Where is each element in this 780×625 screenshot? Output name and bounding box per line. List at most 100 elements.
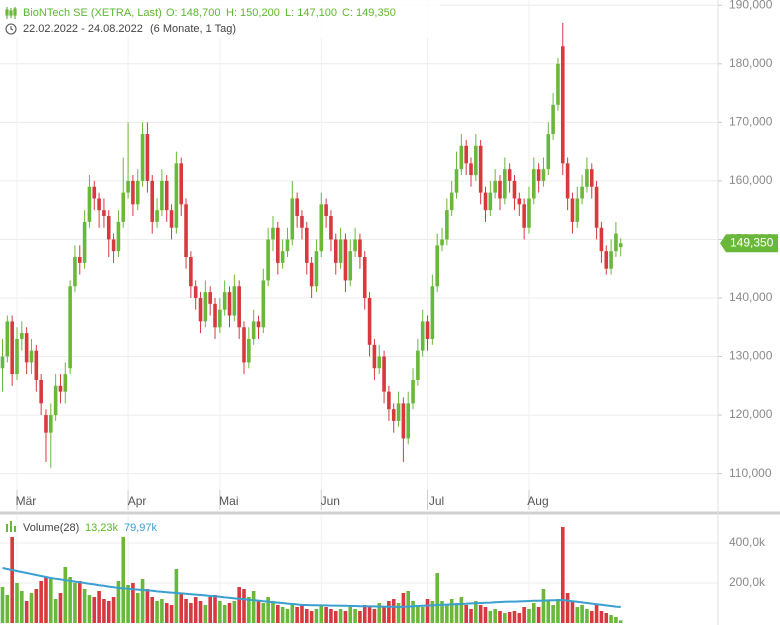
ohlc-label: H: 150,200 [226, 7, 280, 19]
candle-body [198, 297, 203, 322]
volume-bar [425, 599, 430, 623]
volume-bar [82, 589, 87, 623]
volume-bar [271, 601, 275, 623]
candle-body [532, 169, 536, 199]
candle-body [599, 227, 604, 252]
candle-body [498, 180, 502, 199]
volume-title: Volume(28) [23, 522, 79, 534]
candle-body [594, 186, 599, 228]
candle-body [0, 356, 5, 369]
candle-body [169, 210, 174, 228]
volume-bar [135, 593, 140, 623]
candle-body [242, 327, 246, 363]
candle-body [140, 134, 145, 181]
volume-bar [469, 609, 473, 623]
candle-body [295, 198, 299, 217]
candle-body [5, 321, 10, 357]
candle-body [396, 403, 401, 421]
candle-body [145, 134, 150, 181]
candle-body [589, 169, 594, 187]
volume-bar [174, 569, 179, 623]
candle-body [251, 321, 256, 339]
candle-body [121, 192, 126, 222]
candle-body [193, 286, 198, 298]
volume-bar [599, 611, 604, 623]
candle-body [218, 309, 222, 328]
volume-bar [348, 607, 353, 623]
volume-bar [77, 581, 82, 623]
candle-body [372, 344, 377, 369]
candle-body [551, 104, 555, 135]
volume-bar [213, 595, 217, 623]
volume-bar [454, 603, 459, 623]
volume-bar [589, 611, 594, 623]
volume-bar [575, 607, 580, 623]
candle-body [406, 403, 411, 439]
ohlc-label: L: 147,100 [285, 7, 337, 19]
volume-bar [435, 573, 439, 623]
volume-bar [551, 605, 555, 623]
volume-bar [565, 593, 570, 623]
y-tick-label: 130,000 [729, 349, 773, 363]
volume-ma-line [2, 567, 621, 609]
candle-body [237, 286, 241, 328]
candle-body [15, 338, 19, 375]
candle-body [609, 251, 613, 269]
candle-body [179, 163, 184, 205]
volume-bar [532, 603, 536, 623]
candle-body [541, 169, 546, 181]
volume-bar [126, 585, 130, 623]
candle-body [24, 333, 29, 363]
volume-bar [488, 611, 493, 623]
candle-body [126, 180, 130, 193]
volume-bar [478, 605, 483, 623]
candle-body [160, 180, 164, 211]
candle-body [304, 227, 309, 263]
volume-bar [343, 611, 348, 623]
volume-bar [58, 593, 63, 623]
candle-body [618, 243, 623, 248]
marks [0, 22, 623, 623]
candle-body [377, 356, 382, 369]
volume-bar [63, 567, 68, 623]
volume-bar [382, 607, 386, 623]
period: (6 Monate, 1 Tag) [150, 23, 236, 35]
volume-bar [160, 599, 164, 623]
x-tick-label: Mär [16, 494, 37, 508]
last-price-tag [720, 234, 778, 253]
candle-body [155, 210, 159, 222]
candle-body [449, 192, 454, 211]
volume-bar [445, 605, 449, 623]
volume-bar [5, 595, 10, 623]
candle-body [425, 321, 430, 339]
candle-body [135, 180, 140, 205]
y-tick-label: 140,000 [729, 290, 773, 304]
volume-bar [295, 607, 299, 623]
candle-body [68, 286, 72, 369]
volume-bar [377, 603, 382, 623]
volume-bar [309, 611, 314, 623]
volume-bar [503, 613, 507, 623]
volume-bar [580, 605, 584, 623]
volume-bar [203, 605, 208, 623]
ma-value-label: 79,97k [124, 522, 158, 534]
candle-body [430, 286, 435, 339]
candle-body [536, 169, 541, 181]
volume-bar [44, 577, 48, 623]
candle-body [445, 210, 449, 240]
volume-bar [527, 609, 531, 623]
volume-bar [614, 617, 618, 623]
candle-body [585, 169, 589, 187]
candle-body [570, 198, 575, 222]
volume-bar [15, 583, 19, 623]
volume-bar [169, 605, 174, 623]
y-tick-label: 120,000 [729, 407, 773, 421]
candle-body [300, 216, 304, 228]
volume-bar [232, 601, 237, 623]
candle-body [546, 134, 551, 170]
candle-body [82, 221, 87, 263]
clock-icon [5, 23, 17, 35]
candle-body [387, 391, 391, 410]
